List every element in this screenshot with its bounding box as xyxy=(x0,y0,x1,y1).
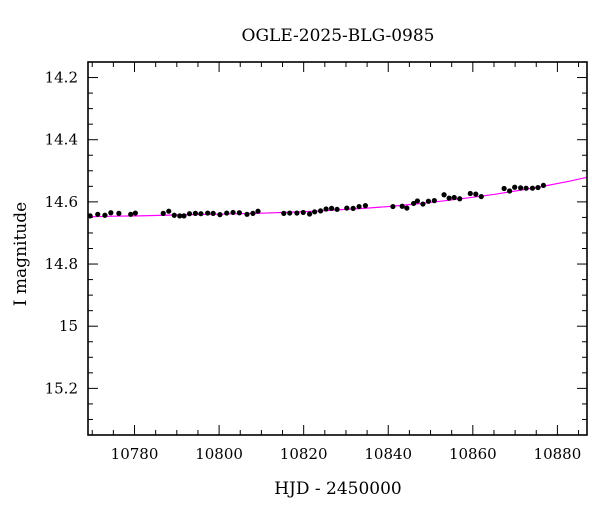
data-point xyxy=(171,212,177,218)
data-point xyxy=(192,210,199,216)
data-point xyxy=(128,211,134,217)
data-point xyxy=(166,208,172,214)
data-point xyxy=(95,211,101,217)
data-point xyxy=(132,210,138,216)
data-point xyxy=(255,208,261,214)
data-point xyxy=(399,203,405,209)
x-tick-label: 10780 xyxy=(111,445,159,463)
data-point xyxy=(287,210,293,216)
data-point xyxy=(411,200,417,207)
tick-marks xyxy=(88,61,587,436)
chart-title: OGLE-2025-BLG-0985 xyxy=(242,26,435,46)
data-point xyxy=(535,184,541,191)
data-point xyxy=(404,205,410,211)
data-point xyxy=(236,210,242,216)
data-point xyxy=(160,210,166,216)
y-tick-label: 14.4 xyxy=(45,131,78,149)
data-point xyxy=(425,198,432,204)
data-point xyxy=(529,185,536,191)
data-point xyxy=(441,192,447,198)
data-point xyxy=(306,211,313,217)
data-point xyxy=(431,198,437,204)
x-axis-label: HJD - 2450000 xyxy=(274,479,402,499)
data-point xyxy=(250,210,256,216)
data-point xyxy=(523,185,529,191)
data-point xyxy=(540,182,547,188)
data-point xyxy=(230,209,236,216)
data-point xyxy=(334,206,340,212)
data-point xyxy=(390,203,396,210)
data-point xyxy=(294,210,300,216)
data-point xyxy=(210,210,216,216)
data-point xyxy=(478,193,484,200)
data-point xyxy=(198,211,204,217)
y-axis-label: I magnitude xyxy=(11,202,31,306)
y-tick-label: 15 xyxy=(59,317,78,335)
y-tick-label: 14.2 xyxy=(45,69,78,87)
data-point xyxy=(108,210,114,216)
data-point xyxy=(300,209,306,216)
x-tick-label: 10880 xyxy=(534,445,582,463)
data-point xyxy=(518,185,524,191)
data-point xyxy=(102,212,108,218)
x-tick-label: 10860 xyxy=(449,445,497,463)
data-point xyxy=(177,213,183,219)
data-point xyxy=(88,213,93,219)
data-point xyxy=(446,195,452,201)
data-point xyxy=(473,191,479,197)
data-point xyxy=(467,190,473,197)
data-point xyxy=(512,184,518,190)
data-point xyxy=(181,213,187,219)
y-tick-label: 15.2 xyxy=(45,379,78,397)
data-point xyxy=(362,203,369,209)
data-point xyxy=(420,201,426,207)
data-point xyxy=(317,208,324,214)
data-point xyxy=(244,211,250,217)
plot-area xyxy=(88,176,587,219)
data-point xyxy=(328,205,335,211)
data-point xyxy=(451,194,457,201)
data-point xyxy=(344,205,350,211)
data-point xyxy=(224,210,230,216)
data-point xyxy=(457,196,463,202)
x-tick-label: 10840 xyxy=(364,445,412,463)
plot-frame xyxy=(87,61,588,436)
data-point xyxy=(350,205,356,211)
data-point xyxy=(281,210,287,216)
y-tick-label: 14.8 xyxy=(45,255,78,273)
data-point xyxy=(217,212,223,218)
data-point xyxy=(116,210,122,216)
data-point xyxy=(186,211,193,217)
y-tick-label: 14.6 xyxy=(45,193,78,211)
data-point xyxy=(205,210,211,216)
data-point xyxy=(414,198,421,204)
data-point xyxy=(312,209,318,215)
tick-labels: 10780 10800 10820 10840 10860 10880 14.2 14.4 14… xyxy=(45,69,582,463)
data-point xyxy=(501,185,507,192)
data-point xyxy=(356,203,362,210)
data-point xyxy=(323,206,329,212)
x-tick-label: 10800 xyxy=(195,445,243,463)
data-point xyxy=(507,188,513,194)
x-tick-label: 10820 xyxy=(280,445,328,463)
